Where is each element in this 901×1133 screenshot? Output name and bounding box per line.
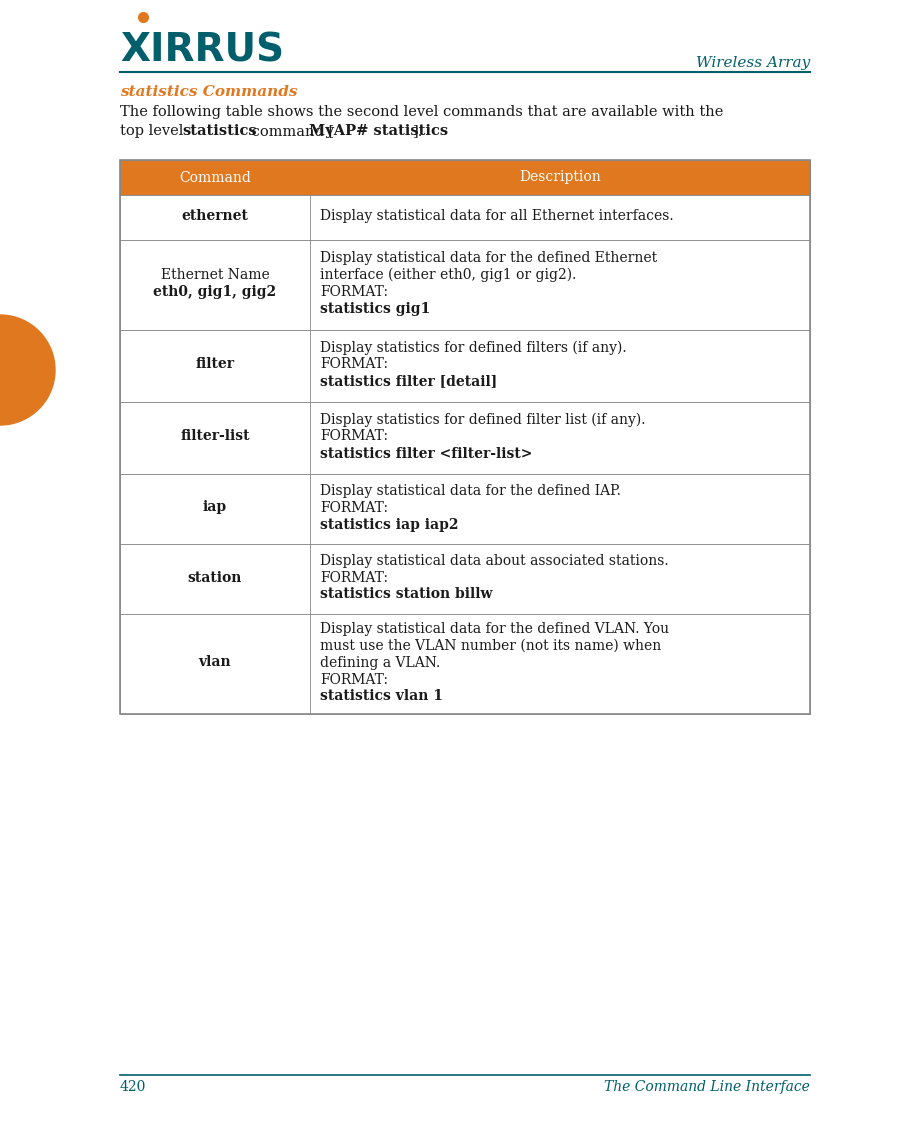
Bar [120,160,810,195]
Text: FORMAT:: FORMAT: [320,673,388,687]
Text: eth0, gig1, gig2: eth0, gig1, gig2 [153,286,277,299]
Text: FORMAT:: FORMAT: [320,286,388,299]
Text: Display statistical data for the defined IAP.: Display statistical data for the defined… [320,484,621,497]
Text: Description: Description [519,170,601,185]
Text: defining a VLAN.: defining a VLAN. [320,656,441,670]
Text: must use the VLAN number (not its name) when: must use the VLAN number (not its name) … [320,639,661,653]
Text: statistics filter <filter-list>: statistics filter <filter-list> [320,446,532,460]
Text: top level: top level [120,123,188,138]
Bar [120,544,810,614]
Text: statistics Commands: statistics Commands [120,85,297,99]
Text: statistics filter [detail]: statistics filter [detail] [320,375,497,389]
Text: Display statistical data about associated stations.: Display statistical data about associate… [320,554,669,568]
Bar [120,195,810,240]
Text: FORMAT:: FORMAT: [320,571,388,585]
Text: Wireless Array: Wireless Array [696,56,810,70]
Bar [120,160,810,714]
Text: station: station [187,571,242,585]
Text: ethernet: ethernet [182,208,249,223]
Text: XIRRUS: XIRRUS [120,32,284,70]
Text: FORMAT:: FORMAT: [320,358,388,372]
Bar [120,474,810,544]
Bar [120,240,810,330]
Text: filter-list: filter-list [180,429,250,443]
Text: ].: ]. [413,123,423,138]
Text: vlan: vlan [199,656,232,670]
Text: 420: 420 [120,1080,146,1094]
Text: interface (either eth0, gig1 or gig2).: interface (either eth0, gig1 or gig2). [320,269,577,282]
Text: statistics vlan 1: statistics vlan 1 [320,690,443,704]
Text: statistics: statistics [182,123,257,138]
Text: command [: command [ [247,123,334,138]
Text: MyAP# statistics: MyAP# statistics [309,123,448,138]
Text: Display statistical data for the defined Ethernet: Display statistical data for the defined… [320,252,657,265]
Text: statistics station billw: statistics station billw [320,588,493,602]
Text: The following table shows the second level commands that are available with the: The following table shows the second lev… [120,105,724,119]
Text: Display statistical data for all Ethernet interfaces.: Display statistical data for all Etherne… [320,208,674,223]
Text: Command: Command [179,170,251,185]
Text: Display statistical data for the defined VLAN. You: Display statistical data for the defined… [320,622,669,636]
Text: Display statistics for defined filters (if any).: Display statistics for defined filters (… [320,341,626,355]
Bar [120,614,810,714]
Text: filter: filter [196,358,234,372]
Polygon shape [0,315,55,425]
Bar [120,330,810,402]
Bar [120,402,810,474]
Text: statistics gig1: statistics gig1 [320,303,431,316]
Text: statistics iap iap2: statistics iap iap2 [320,518,459,531]
Text: FORMAT:: FORMAT: [320,429,388,443]
Text: FORMAT:: FORMAT: [320,501,388,514]
Text: The Command Line Interface: The Command Line Interface [605,1080,810,1094]
Text: Ethernet Name: Ethernet Name [160,269,269,282]
Text: Display statistics for defined filter list (if any).: Display statistics for defined filter li… [320,412,645,427]
Text: iap: iap [203,501,227,514]
